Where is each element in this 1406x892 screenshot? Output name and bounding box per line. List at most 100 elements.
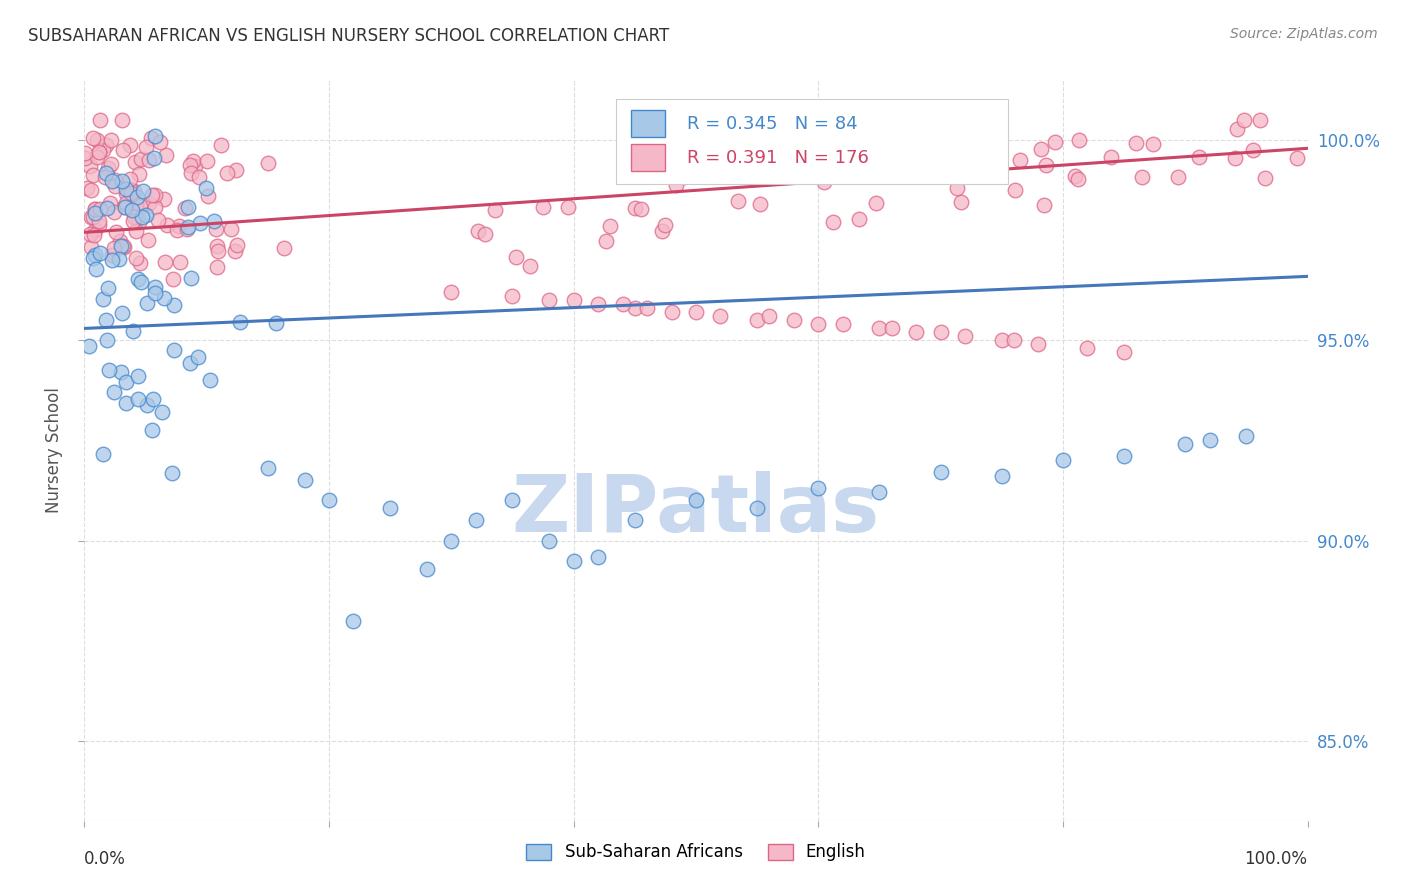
Point xyxy=(519,260,541,274)
Point xyxy=(180,271,202,285)
Point xyxy=(162,466,184,480)
FancyBboxPatch shape xyxy=(631,111,665,137)
Point xyxy=(531,200,554,214)
FancyBboxPatch shape xyxy=(616,99,1008,184)
Point xyxy=(84,262,107,277)
Point xyxy=(169,219,191,233)
Point xyxy=(758,310,780,324)
Point xyxy=(141,423,163,437)
Point xyxy=(91,144,114,158)
Point xyxy=(115,182,138,196)
Point xyxy=(153,192,176,206)
Point xyxy=(651,224,673,238)
Point xyxy=(661,305,683,319)
Point xyxy=(1125,136,1147,150)
Point xyxy=(94,138,117,153)
Point xyxy=(179,356,201,370)
Point xyxy=(136,233,159,247)
Point xyxy=(1114,345,1136,359)
Point xyxy=(96,334,118,348)
Point xyxy=(209,138,232,153)
Point xyxy=(749,197,772,211)
Point xyxy=(120,138,142,153)
Point xyxy=(169,254,191,268)
Point xyxy=(76,181,98,195)
Point xyxy=(484,202,506,217)
Point xyxy=(162,343,184,358)
Point xyxy=(136,398,159,412)
Point xyxy=(89,246,111,260)
Point xyxy=(1035,158,1057,172)
Point xyxy=(953,329,976,343)
Point xyxy=(949,195,972,210)
Point xyxy=(727,194,749,209)
Point xyxy=(685,493,707,508)
Point xyxy=(135,140,157,154)
Point xyxy=(141,131,163,145)
Point xyxy=(100,133,122,147)
Point xyxy=(905,326,928,340)
Point xyxy=(562,293,585,308)
Point xyxy=(163,298,186,312)
Point xyxy=(86,150,108,164)
Point xyxy=(1033,198,1056,212)
Point xyxy=(103,241,125,255)
Point xyxy=(1052,453,1074,467)
Point xyxy=(991,334,1014,348)
Point xyxy=(143,286,166,301)
Point xyxy=(97,161,120,175)
Point xyxy=(82,210,104,224)
Point xyxy=(125,211,148,225)
Point xyxy=(131,211,153,225)
Point xyxy=(111,113,134,128)
Point xyxy=(79,159,101,173)
Point xyxy=(108,235,131,249)
Point xyxy=(143,280,166,294)
Point xyxy=(104,226,127,240)
Point xyxy=(1114,450,1136,464)
Point xyxy=(807,318,830,332)
Point xyxy=(1254,171,1277,186)
Point xyxy=(179,158,201,172)
Point xyxy=(654,218,676,232)
Point xyxy=(125,197,148,211)
Point xyxy=(636,301,658,316)
Point xyxy=(586,297,609,311)
Point xyxy=(89,202,111,217)
Point xyxy=(783,313,806,327)
Point xyxy=(194,181,217,195)
Point xyxy=(865,154,887,169)
Point xyxy=(991,469,1014,483)
Point xyxy=(87,145,110,160)
Point xyxy=(100,156,122,170)
Point xyxy=(114,396,136,410)
Point xyxy=(1167,170,1189,185)
Point xyxy=(630,202,652,216)
Point xyxy=(927,168,949,182)
Point xyxy=(198,373,221,387)
Point xyxy=(869,485,891,500)
Point xyxy=(110,306,132,320)
Point xyxy=(869,321,891,335)
Point xyxy=(128,167,150,181)
Point xyxy=(84,247,107,261)
Point xyxy=(181,153,204,168)
Point xyxy=(586,549,609,564)
Point xyxy=(440,285,463,300)
Point xyxy=(174,202,197,216)
Point xyxy=(204,222,226,236)
Point xyxy=(101,174,124,188)
Point xyxy=(342,614,364,628)
Point xyxy=(127,190,149,204)
Point xyxy=(224,244,246,259)
Point xyxy=(115,186,138,201)
Point xyxy=(153,255,176,269)
Point xyxy=(813,175,835,189)
Point xyxy=(87,145,110,159)
Point xyxy=(195,154,218,169)
Point xyxy=(98,195,121,210)
Point xyxy=(205,260,228,275)
Point xyxy=(1045,135,1067,149)
Point xyxy=(1142,136,1164,151)
Point xyxy=(747,313,769,327)
